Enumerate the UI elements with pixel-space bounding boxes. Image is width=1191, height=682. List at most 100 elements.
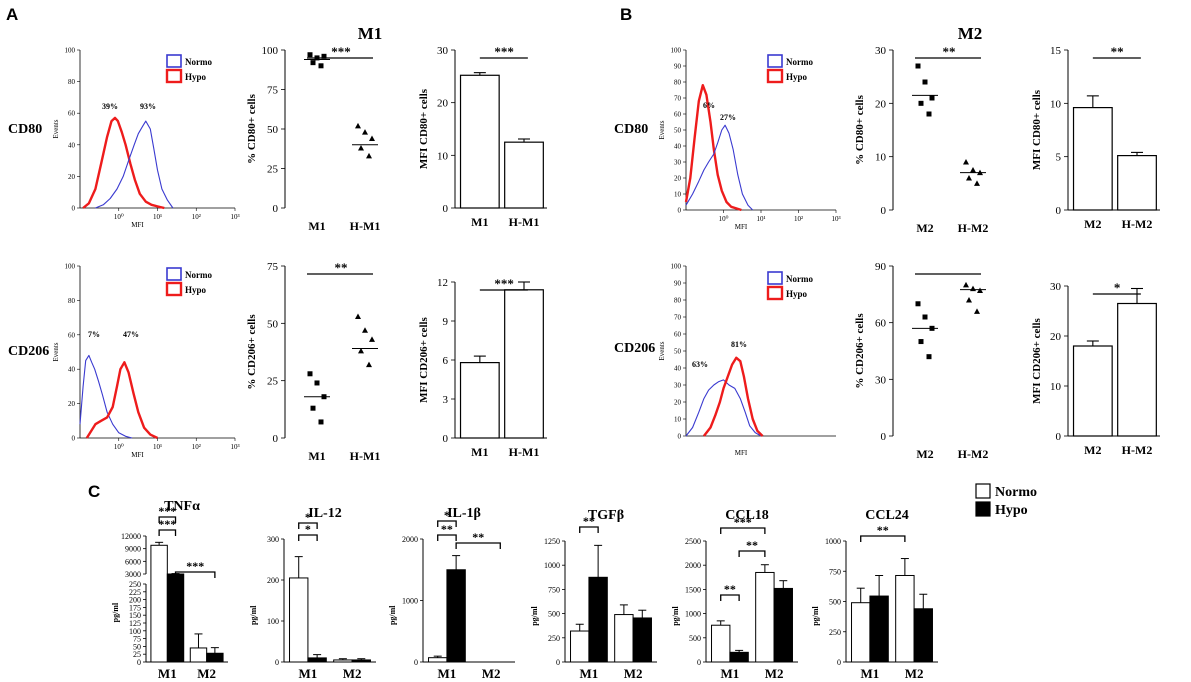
- C_ccl18-ytick-label: 0: [697, 658, 701, 667]
- A_cd80_hist-series-normo: [95, 120, 174, 209]
- B_cd80_hist-legend-hypo-swatch: [766, 68, 784, 84]
- A_cd80_hist-legend-normo-label: Normo: [185, 57, 212, 67]
- A_cd206_pct-point: [369, 336, 375, 342]
- C_ccl18-sig-bracket: [720, 594, 740, 601]
- row-label-b-cd206: CD206: [614, 341, 655, 356]
- B_cd206_pct-xtick-label: H-M2: [958, 447, 989, 461]
- A_cd206_mfi-bar: [459, 362, 500, 439]
- A_cd80_pct-ytick-label: 100: [262, 45, 279, 57]
- A_cd206_pct-point: [318, 419, 324, 425]
- A_cd206_pct-ytick-label: 0: [273, 433, 279, 445]
- C_il12-sig-bracket: [298, 534, 318, 541]
- C_il12-sig-label: *: [305, 522, 311, 536]
- panel-letter-c: C: [88, 482, 100, 501]
- C_il1b-bar-normo: [428, 657, 448, 663]
- C_tgfb-ylabel: pg/ml: [530, 605, 539, 625]
- C_ccl24-bar-normo: [851, 602, 871, 663]
- C_tgfb-ytick-label: 750: [548, 585, 560, 594]
- C_tgfb-sig-bracket: [579, 526, 599, 533]
- C_tnfa-ytick-label: 225: [129, 588, 141, 597]
- B_cd80_hist-series-hypo: [684, 83, 742, 212]
- B_cd206_hist-ytick-label: 60: [674, 331, 682, 339]
- B_cd206_pct-point: [977, 287, 983, 294]
- B_cd206_pct-point: [926, 354, 932, 360]
- A_cd206_pct-point: [358, 347, 364, 354]
- A_cd80_pct-point: [355, 122, 361, 129]
- A_cd80_pct-sig-label: ***: [331, 44, 351, 59]
- A_cd80_mfi-ylabel: MFI CD80+ cells: [418, 88, 430, 169]
- B_cd206_hist-annotation: 81%: [731, 340, 747, 349]
- legend-c-normo-label: Normo: [995, 485, 1037, 500]
- panel-letter-b: B: [620, 5, 632, 24]
- A_cd206_hist-xtick-label: 10³: [230, 443, 239, 451]
- A_cd206_hist-legend-normo-label: Normo: [185, 270, 212, 280]
- B_cd206_hist-ytick-label: 80: [674, 297, 682, 305]
- B_cd80_hist-legend-normo-swatch: [767, 54, 783, 68]
- C_tnfa-sig-label: ***: [186, 559, 204, 573]
- A_cd206_mfi-ytick-label: 12: [437, 277, 448, 289]
- C_ccl18-ytick-label: 1000: [685, 610, 701, 619]
- B_cd206_pct-ylabel: % CD206+ cells: [854, 313, 866, 389]
- row-label-a-cd80: CD80: [8, 122, 42, 137]
- B_cd206_pct-ytick-label: 0: [881, 431, 887, 443]
- B_cd80_hist-xtick-label: 10³: [831, 215, 840, 223]
- C_tgfb-ytick-label: 500: [548, 610, 560, 619]
- A_cd80_hist-ytick-label: 40: [68, 141, 76, 149]
- A_cd206_hist-ytick-label: 60: [68, 331, 76, 339]
- C_ccl18-xtick-label: M2: [765, 666, 784, 681]
- B_cd80_hist-xlabel: MFI: [735, 223, 748, 231]
- B_cd80_hist-ytick-label: 90: [674, 63, 682, 71]
- C_ccl18-sig-label: ***: [734, 515, 752, 529]
- B_cd80_mfi-ytick-label: 15: [1050, 45, 1062, 57]
- row-label-a-cd206: CD206: [8, 344, 49, 359]
- C_ccl24-bar-hypo: [869, 595, 889, 663]
- B_cd80_hist-ytick-label: 60: [674, 111, 682, 119]
- C_tnfa-sig-bracket: [174, 571, 216, 578]
- A_cd206_hist-ylabel: Events: [52, 342, 60, 361]
- C_ccl24-xtick-label: M1: [861, 666, 880, 681]
- B_cd206_pct-point: [970, 285, 976, 292]
- C_tnfa-bar-normo: [150, 544, 168, 663]
- B_cd206_hist-ytick-label: 70: [674, 314, 682, 322]
- B_cd80_pct-xtick-label: H-M2: [958, 221, 989, 235]
- C_tnfa-ytick-label: 50: [133, 642, 141, 651]
- C_ccl18-sig-label: **: [724, 582, 736, 596]
- B_cd206_pct-ytick-label: 30: [875, 374, 887, 386]
- C_il1b-ytick-label: 1000: [402, 597, 418, 606]
- C_tnfa-ytick-label: 6000: [125, 557, 141, 566]
- B_cd206_hist-ytick-label: 10: [674, 416, 682, 424]
- A_cd80_pct-point: [369, 135, 375, 141]
- A_cd206_mfi-sig-label: ***: [494, 276, 514, 291]
- B_cd80_pct-xtick-label: M2: [916, 221, 933, 235]
- B_cd206_hist-legend-normo-swatch: [767, 271, 783, 285]
- C_il1b-bar-hypo: [446, 569, 466, 663]
- C_tgfb-bar-hypo: [588, 576, 608, 663]
- C_il12-sig-label: *: [305, 510, 311, 524]
- B_cd80_hist-ytick-label: 70: [674, 95, 682, 103]
- A_cd206_mfi-xtick-label: H-M1: [509, 445, 540, 459]
- B_cd80_hist-series-normo: [685, 124, 754, 211]
- B_cd80_hist-ytick-label: 100: [671, 47, 682, 55]
- C_il1b-sig-bracket: [455, 542, 501, 549]
- C_tgfb-xtick-label: M2: [624, 666, 643, 681]
- B_cd206_hist-ytick-label: 30: [674, 382, 682, 390]
- A_cd206_mfi-ytick-label: 0: [443, 433, 449, 445]
- legend-c-normo-swatch: [975, 483, 991, 499]
- B_cd80_pct-point: [918, 100, 924, 106]
- B_cd206_hist-series-normo: [685, 379, 762, 437]
- B_cd80_pct-point: [974, 180, 980, 186]
- A_cd206_hist-xtick-label: 10¹: [153, 443, 162, 451]
- B_cd80_pct-sig-label: **: [943, 44, 956, 59]
- panel-letter-a: A: [6, 5, 18, 24]
- C_tnfa-ytick-label: 200: [129, 596, 141, 605]
- B_cd80_hist-xtick-label: 10¹: [756, 215, 765, 223]
- legend-c-hypo-label: Hypo: [995, 503, 1028, 518]
- C_ccl18-ytick-label: 500: [689, 634, 701, 643]
- B_cd80_pct-point: [929, 95, 935, 101]
- A_cd80_pct-point: [318, 63, 324, 69]
- A_cd206_hist-ytick-label: 0: [72, 435, 76, 443]
- A_cd80_pct-point: [321, 53, 327, 59]
- C_ccl18-bar-normo: [711, 624, 731, 663]
- A_cd80_mfi-sig-label: ***: [494, 44, 514, 59]
- C_tnfa-sig-label: ***: [158, 504, 176, 518]
